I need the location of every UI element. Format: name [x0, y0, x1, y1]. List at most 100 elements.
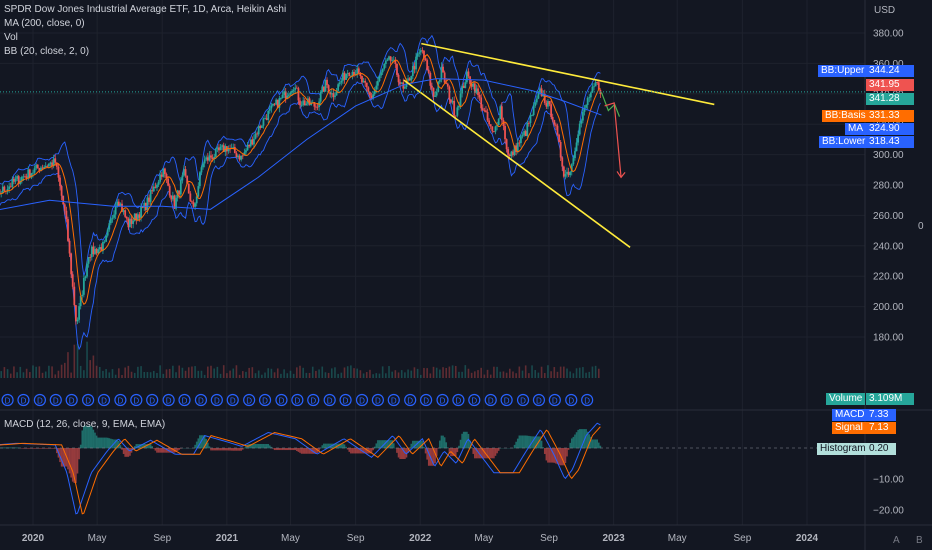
volume-bar — [563, 366, 565, 378]
candle-body — [365, 82, 368, 88]
candle-body — [238, 155, 241, 160]
candle-body — [529, 115, 532, 123]
histogram-bar — [396, 448, 398, 453]
volume-bar — [575, 368, 578, 378]
volume-bar — [51, 366, 53, 378]
histogram-bar — [313, 448, 316, 454]
candle-body — [564, 173, 567, 177]
volume-bar — [213, 368, 215, 378]
candle-body — [8, 186, 11, 189]
volume-bar — [48, 365, 50, 378]
histogram-bar — [297, 448, 300, 452]
candle-body — [200, 167, 203, 173]
histogram-bar — [222, 448, 225, 451]
histogram-bar — [203, 435, 206, 449]
candle-body — [448, 86, 451, 100]
dividend-marker — [404, 393, 417, 407]
trend-lines[interactable] — [403, 42, 715, 248]
candle-body — [292, 89, 295, 91]
candle-body — [383, 64, 386, 69]
volume-bar — [292, 373, 295, 378]
candle-body — [294, 87, 297, 90]
candle-body — [264, 118, 266, 120]
histogram-bar — [372, 448, 374, 451]
candle-body — [82, 277, 85, 295]
histogram-bar — [73, 448, 76, 484]
histogram-bar — [528, 435, 530, 449]
candle-body — [92, 246, 95, 255]
candle-body — [71, 274, 74, 287]
candle-body — [205, 157, 208, 160]
candle-body — [438, 79, 441, 82]
price-tick-label: 200.00 — [873, 302, 904, 313]
candle-body — [81, 294, 84, 296]
auto-scale-button[interactable]: A — [893, 535, 900, 546]
bb-basis-value-tag: 331.33 — [866, 110, 914, 122]
indicator-bb-label[interactable]: BB (20, close, 2, 0) — [4, 46, 90, 57]
histogram-bar — [346, 448, 349, 450]
histogram-bar — [327, 443, 330, 449]
candle-body — [545, 103, 548, 107]
volume-bar — [124, 367, 126, 378]
candle-body — [526, 122, 529, 137]
log-scale-button[interactable]: B — [916, 535, 923, 546]
candle-body — [486, 112, 489, 121]
histogram-bar — [375, 443, 378, 449]
histogram-bar — [586, 431, 589, 449]
histogram-bar — [156, 448, 158, 453]
dividend-marker — [1, 393, 14, 407]
candle-body — [262, 118, 265, 126]
candle-body — [291, 90, 293, 93]
histogram-bar — [555, 448, 557, 464]
candle-body — [221, 145, 224, 147]
histogram-bar — [256, 443, 258, 449]
candle-body — [561, 157, 564, 167]
candle-body — [384, 60, 387, 65]
histogram-bar — [440, 435, 443, 449]
histogram-bar — [91, 426, 93, 449]
candle-body — [373, 89, 376, 95]
candle-body — [272, 103, 274, 106]
candle-body — [523, 131, 526, 136]
histogram-bar — [412, 440, 414, 449]
candle-body — [345, 73, 347, 80]
volume-bar — [299, 365, 301, 378]
histogram-bar — [16, 447, 18, 449]
dividend-marker — [97, 393, 111, 407]
candle-body — [332, 93, 335, 98]
volume-bar — [105, 369, 107, 378]
volume-bar — [442, 367, 444, 378]
time-tick-label: May — [281, 533, 300, 544]
volume-bar — [426, 368, 428, 378]
dividend-marker-label: D — [85, 397, 91, 406]
candle-body — [106, 229, 109, 236]
candle-body — [122, 210, 125, 212]
candle-body — [478, 94, 481, 98]
signal-value-tag: 7.13 — [866, 422, 896, 434]
volume-bar — [334, 367, 336, 378]
volume-bar — [276, 368, 279, 378]
histogram-bar — [194, 444, 196, 449]
histogram-bar — [529, 436, 532, 449]
candle-body — [179, 180, 182, 195]
volume-bar — [394, 370, 397, 378]
candle-body — [116, 201, 119, 206]
time-tick-label: 2023 — [603, 533, 626, 544]
volume-bar — [445, 367, 448, 378]
histogram-bar — [447, 447, 449, 449]
volume-bar — [111, 369, 114, 378]
volume-bar — [73, 344, 76, 378]
indicator-macd-label[interactable]: MACD (12, 26, close, 9, EMA, EMA) — [4, 419, 166, 430]
dividend-marker-label: D — [101, 397, 107, 406]
candle-body — [505, 139, 508, 150]
indicator-vol-label[interactable]: Vol — [4, 32, 18, 43]
dividend-marker — [275, 393, 288, 407]
histogram-bar — [365, 448, 368, 454]
dividend-marker — [226, 393, 239, 407]
volume-bar — [143, 371, 146, 378]
indicator-ma-label[interactable]: MA (200, close, 0) — [4, 18, 85, 29]
price-tick-label: 260.00 — [873, 211, 904, 222]
histogram-bar — [281, 448, 284, 451]
histogram-bar — [597, 442, 600, 449]
